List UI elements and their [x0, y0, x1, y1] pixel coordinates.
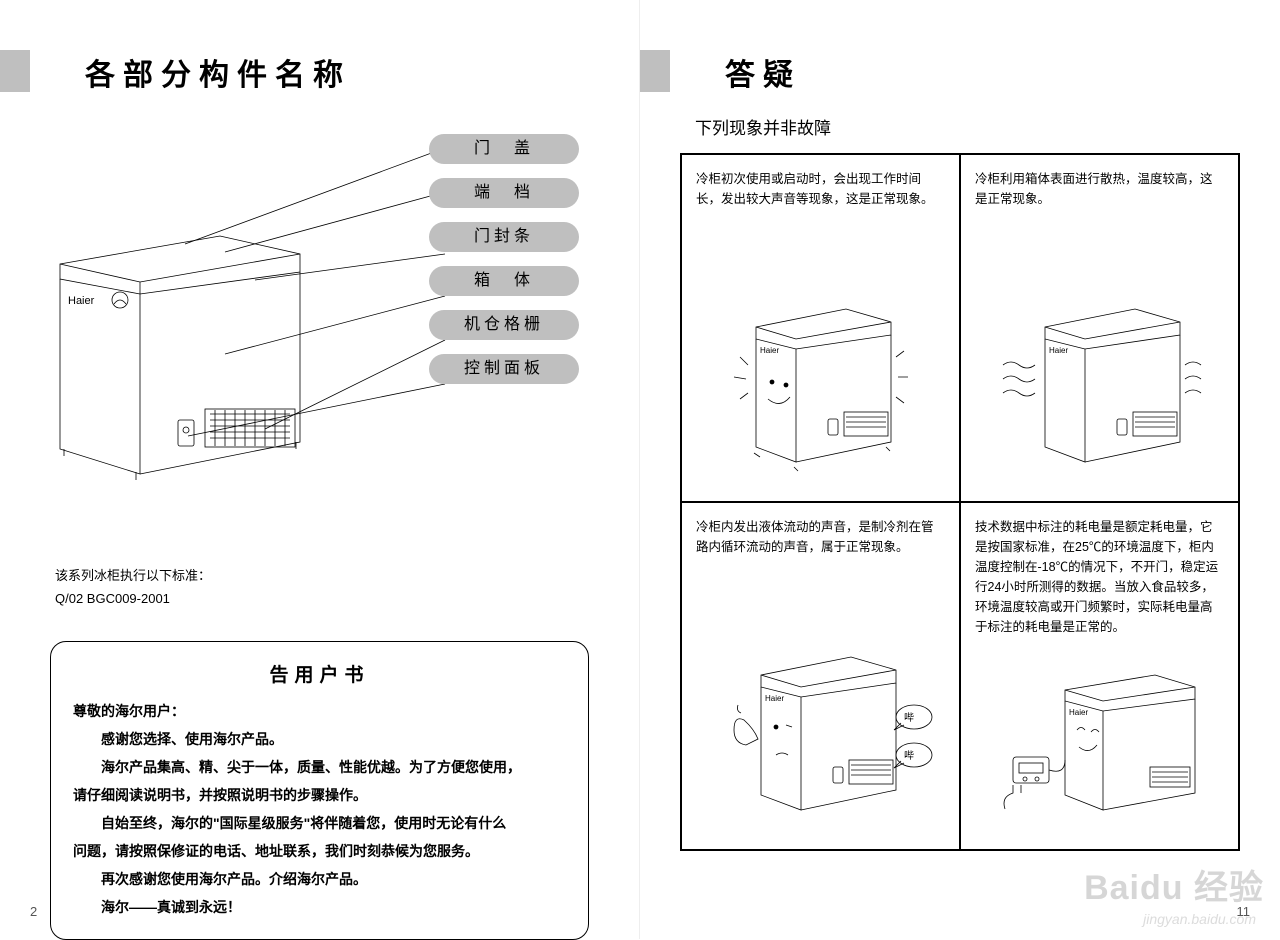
standards-text: 该系列冰柜执行以下标准： Q/02 BGC009-2001: [55, 564, 609, 611]
qa-text-3: 冷柜内发出液体流动的声音，是制冷剂在管路内循环流动的声音，属于正常现象。: [696, 517, 945, 557]
qa-cell-3: 冷柜内发出液体流动的声音，是制冷剂在管路内循环流动的声音，属于正常现象。: [681, 502, 960, 850]
qa-cell-2: 冷柜利用箱体表面进行散热，温度较高，这是正常现象。: [960, 154, 1239, 502]
qa-text-2: 冷柜利用箱体表面进行散热，温度较高，这是正常现象。: [975, 169, 1224, 209]
page-left: 各部分构件名称: [0, 0, 640, 939]
page-number-left: 2: [30, 904, 37, 919]
letter-title: 告用户书: [73, 660, 566, 687]
part-label-cabinet: 箱 体: [429, 266, 579, 296]
svg-text:Haier: Haier: [760, 346, 779, 355]
page-number-right: 11: [1237, 904, 1251, 919]
svg-text:Haier: Haier: [765, 694, 784, 703]
qa-subheading: 下列现象并非故障: [695, 114, 1250, 139]
standards-note: 该系列冰柜执行以下标准：: [55, 564, 609, 587]
letter-p3a: 自始至终，海尔的"国际星级服务"将伴随着您，使用时无论有什么: [73, 809, 566, 837]
letter-p1: 感谢您选择、使用海尔产品。: [73, 725, 566, 753]
letter-p2b: 请仔细阅读说明书，并按照说明书的步骤操作。: [73, 781, 566, 809]
page-right: 答疑 下列现象并非故障 冷柜初次使用或启动时，会出现工作时间长，发出较大声音等现…: [640, 0, 1280, 939]
svg-text:Haier: Haier: [1049, 346, 1068, 355]
part-label-control: 控制面板: [429, 354, 579, 384]
watermark-text: Baidu 经验: [1084, 860, 1264, 909]
header-accent-block-right: [640, 50, 670, 92]
svg-text:哔: 哔: [904, 711, 914, 724]
part-label-gasket: 门封条: [429, 222, 579, 252]
part-label-endcap: 端 档: [429, 178, 579, 208]
left-page-title: 各部分构件名称: [85, 50, 351, 94]
freezer-listening-icon: 哔 哔 Haier: [706, 635, 936, 835]
letter-salutation: 尊敬的海尔用户：: [73, 697, 566, 725]
part-label-grille: 机仓格栅: [429, 310, 579, 340]
part-label-lid: 门 盖: [429, 134, 579, 164]
svg-text:Haier: Haier: [1069, 708, 1088, 717]
standards-code: Q/02 BGC009-2001: [55, 587, 609, 610]
qa-text-1: 冷柜初次使用或启动时，会出现工作时间长，发出较大声音等现象，这是正常现象。: [696, 169, 945, 209]
parts-diagram: Haier 门 盖 端 档 门封条 箱 体 机仓格栅 控制面板: [30, 134, 609, 514]
qa-text-4: 技术数据中标注的耗电量是额定耗电量，它是按国家标准，在25℃的环境温度下，柜内温…: [975, 517, 1224, 637]
letter-p5: 海尔——真诚到永远！: [73, 893, 566, 921]
qa-grid: 冷柜初次使用或启动时，会出现工作时间长，发出较大声音等现象，这是正常现象。: [680, 153, 1240, 851]
letter-p4: 再次感谢您使用海尔产品。介绍海尔产品。: [73, 865, 566, 893]
qa-cell-4: 技术数据中标注的耗电量是额定耗电量，它是按国家标准，在25℃的环境温度下，柜内温…: [960, 502, 1239, 850]
right-page-title: 答疑: [725, 50, 801, 94]
freezer-heat-waves-icon: Haier: [995, 287, 1205, 487]
svg-text:哔: 哔: [904, 749, 914, 762]
freezer-meter-icon: Haier: [995, 665, 1205, 835]
letter-p3b: 问题，请按照保修证的电话、地址联系，我们时刻恭候为您服务。: [73, 837, 566, 865]
letter-p2a: 海尔产品集高、精、尖于一体，质量、性能优越。为了方便您使用，: [73, 753, 566, 781]
header-accent-block: [0, 50, 30, 92]
part-labels-column: 门 盖 端 档 门封条 箱 体 机仓格栅 控制面板: [429, 134, 579, 384]
user-letter-box: 告用户书 尊敬的海尔用户： 感谢您选择、使用海尔产品。 海尔产品集高、精、尖于一…: [50, 641, 589, 940]
qa-cell-1: 冷柜初次使用或启动时，会出现工作时间长，发出较大声音等现象，这是正常现象。: [681, 154, 960, 502]
freezer-happy-noise-icon: Haier: [726, 287, 916, 487]
